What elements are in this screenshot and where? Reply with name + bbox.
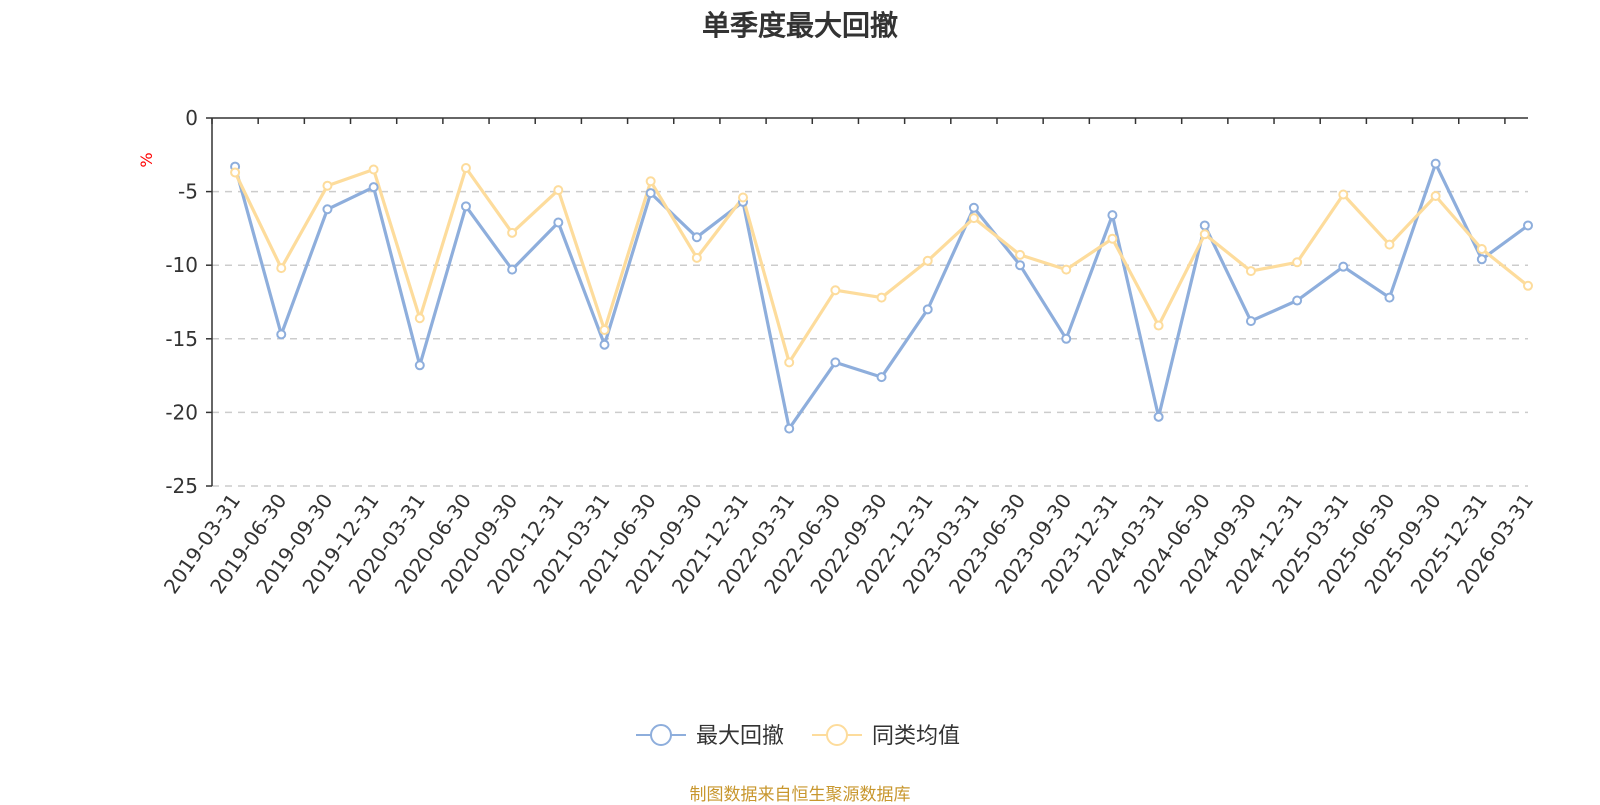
series-1-point[interactable] bbox=[599, 339, 610, 350]
series-2-point[interactable] bbox=[1476, 244, 1487, 255]
series-2-point[interactable] bbox=[553, 185, 564, 196]
series-1-point[interactable] bbox=[368, 182, 379, 193]
series-1-point[interactable] bbox=[276, 329, 287, 340]
series-1-point[interactable] bbox=[1153, 411, 1164, 422]
series-2-point[interactable] bbox=[1338, 189, 1349, 200]
series-2-point[interactable] bbox=[738, 192, 749, 203]
series-2-point[interactable] bbox=[876, 292, 887, 303]
y-axis-unit-label: % bbox=[137, 152, 156, 167]
data-source-note: 制图数据来自恒生聚源数据库 bbox=[689, 785, 911, 805]
series-1-point[interactable] bbox=[1523, 220, 1533, 231]
series-2-point[interactable] bbox=[922, 255, 933, 266]
series-2-point[interactable] bbox=[322, 180, 333, 191]
chart-title: 单季度最大回撤 bbox=[701, 9, 898, 42]
axis-layer: 0-5-10-15-20-252019-03-312019-06-302019-… bbox=[159, 106, 1538, 598]
series-2-point[interactable] bbox=[599, 324, 610, 335]
series-1-point[interactable] bbox=[460, 201, 471, 212]
series-2-point[interactable] bbox=[830, 285, 841, 296]
series-1-point[interactable] bbox=[691, 232, 702, 243]
series-2-point[interactable] bbox=[1199, 229, 1210, 240]
series-2-point[interactable] bbox=[1430, 191, 1441, 202]
legend-marker-icon bbox=[650, 724, 672, 746]
legend-marker-icon bbox=[826, 724, 848, 746]
series-2-point[interactable] bbox=[691, 252, 702, 263]
series-1-point[interactable] bbox=[922, 304, 933, 315]
legend-label: 最大回撤 bbox=[696, 724, 784, 749]
y-tick-label: -20 bbox=[165, 400, 198, 424]
series-1-point[interactable] bbox=[507, 264, 518, 275]
series-1-point[interactable] bbox=[1061, 333, 1072, 344]
legend[interactable]: 最大回撤 同类均值 bbox=[636, 724, 960, 749]
series-2-point[interactable] bbox=[1384, 239, 1395, 250]
series-1-point[interactable] bbox=[1107, 210, 1118, 221]
series-layer bbox=[230, 158, 1533, 434]
series-1-point[interactable] bbox=[830, 357, 841, 368]
legend-label: 同类均值 bbox=[872, 724, 960, 749]
series-1-point[interactable] bbox=[1476, 254, 1487, 265]
legend-item-2[interactable]: 同类均值 bbox=[812, 724, 960, 749]
series-1-point[interactable] bbox=[968, 202, 979, 213]
series-2-point[interactable] bbox=[1153, 320, 1164, 331]
series-1-point[interactable] bbox=[553, 217, 564, 228]
series-1-point[interactable] bbox=[784, 423, 795, 434]
series-2-point[interactable] bbox=[1061, 264, 1072, 275]
series-2-point[interactable] bbox=[1015, 249, 1026, 260]
series-2-point[interactable] bbox=[1523, 280, 1533, 291]
series-1-point[interactable] bbox=[645, 188, 656, 199]
series-2-point[interactable] bbox=[230, 167, 241, 178]
series-1-point[interactable] bbox=[1338, 261, 1349, 272]
legend-item-1[interactable]: 最大回撤 bbox=[636, 724, 784, 749]
series-2-point[interactable] bbox=[1292, 257, 1303, 268]
series-2-point[interactable] bbox=[1107, 233, 1118, 244]
series-1-point[interactable] bbox=[1292, 295, 1303, 306]
series-2-point[interactable] bbox=[784, 357, 795, 368]
series-2-point[interactable] bbox=[460, 163, 471, 174]
series-1-point[interactable] bbox=[1015, 260, 1026, 271]
series-2-point[interactable] bbox=[507, 227, 518, 238]
series-1-point[interactable] bbox=[1430, 158, 1441, 169]
y-tick-label: 0 bbox=[185, 106, 198, 130]
series-1-point[interactable] bbox=[876, 372, 887, 383]
series-1-point[interactable] bbox=[1199, 220, 1210, 231]
series-2-point[interactable] bbox=[276, 263, 287, 274]
series-2-point[interactable] bbox=[1245, 266, 1256, 277]
series-1-point[interactable] bbox=[414, 360, 425, 371]
grid-layer bbox=[212, 190, 1528, 487]
series-1-point[interactable] bbox=[322, 204, 333, 215]
series-1-point[interactable] bbox=[1384, 292, 1395, 303]
series-1-point[interactable] bbox=[1245, 316, 1256, 327]
y-tick-label: -10 bbox=[165, 253, 198, 277]
y-tick-label: -5 bbox=[178, 180, 198, 204]
series-2-point[interactable] bbox=[645, 176, 656, 187]
y-tick-label: -15 bbox=[165, 327, 198, 351]
series-2-point[interactable] bbox=[368, 164, 379, 175]
series-2-point[interactable] bbox=[968, 213, 979, 224]
y-tick-label: -25 bbox=[165, 474, 198, 498]
series-2-point[interactable] bbox=[414, 313, 425, 324]
